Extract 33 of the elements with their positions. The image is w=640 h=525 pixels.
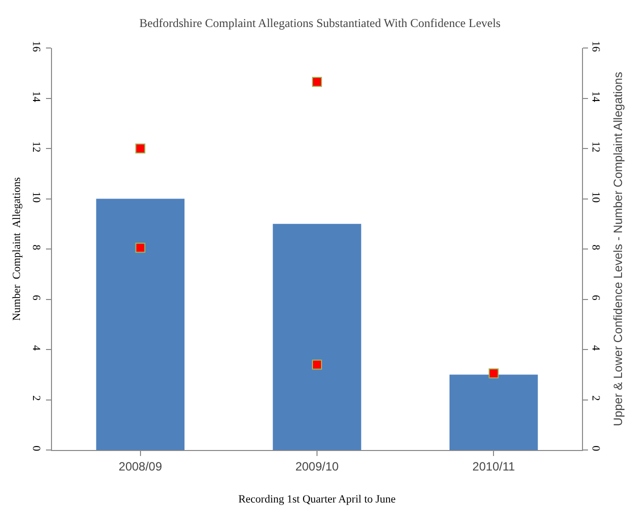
x-tick-label: 2009/10	[295, 459, 340, 474]
y-tick-label: 2	[30, 395, 42, 401]
y2-tick-label: 2	[589, 395, 602, 401]
chart-title: Bedfordshire Complaint Allegations Substantiated With Confidence Levels	[139, 16, 501, 30]
point	[312, 76, 322, 87]
y2-tick-label: 4	[589, 345, 602, 352]
y-axis-title: Number Complaint Allegations	[11, 177, 23, 321]
y2-tick-label: 12	[589, 141, 602, 152]
y-tick-label: 4	[30, 345, 42, 352]
y-tick-label: 0	[30, 446, 42, 452]
point	[135, 242, 146, 253]
y2-tick-label: 6	[589, 294, 602, 301]
x-tick-label: 2010/11	[472, 459, 516, 474]
y-tick-label: 16	[30, 40, 42, 52]
y-tick-label: 14	[30, 91, 42, 103]
y-tick-label: 12	[30, 141, 42, 152]
y2-tick-label: 10	[589, 192, 602, 204]
y-tick-label: 10	[30, 192, 42, 204]
y2-axis-title: Upper & Lower Confidence Levels - Number Complaint Allegations	[611, 72, 625, 426]
y-tick-label: 8	[30, 244, 42, 251]
bar	[96, 198, 184, 450]
x-tick-label: 2008/09	[118, 459, 162, 474]
y2-tick-label: 16	[589, 40, 602, 52]
point	[488, 368, 499, 378]
y2-tick-label: 8	[589, 244, 602, 251]
y2-tick-label: 14	[589, 91, 602, 103]
y-tick-label: 6	[30, 294, 42, 301]
x-axis-title: Recording 1st Quarter April to June	[238, 494, 396, 506]
point	[135, 144, 146, 154]
point	[312, 360, 322, 370]
y2-tick-label: 0	[589, 446, 602, 452]
bar	[272, 224, 362, 450]
bar	[450, 374, 538, 450]
